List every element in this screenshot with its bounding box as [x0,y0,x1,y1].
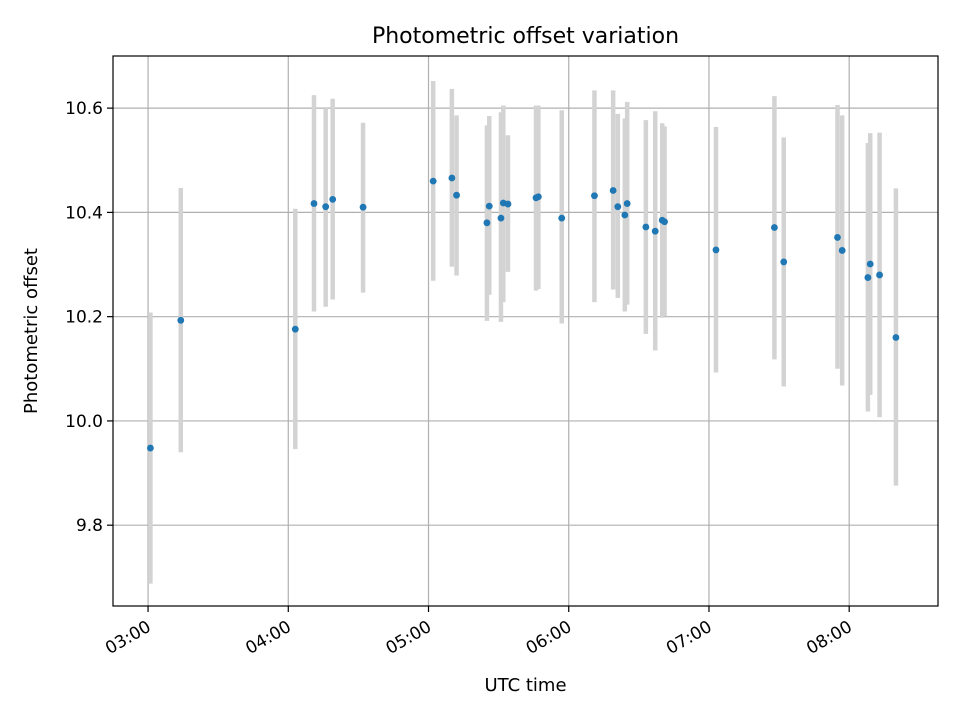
data-point [322,203,330,211]
data-point [614,203,622,211]
data-point [621,211,629,219]
data-point [534,193,542,201]
data-point [448,174,456,182]
y-tick-label: 9.8 [76,516,103,536]
data-point [712,246,720,254]
y-tick-label: 10.6 [65,99,103,119]
data-point [651,227,659,235]
data-point [497,214,505,222]
data-points [146,174,900,452]
data-point [892,334,900,341]
y-axis-label: Photometric offset [21,248,42,414]
data-point [558,214,566,222]
data-point [864,274,872,281]
data-point [866,260,874,268]
data-point [834,234,841,241]
data-point [146,444,154,452]
data-point [780,258,788,266]
data-point [609,187,617,194]
data-point [661,218,668,226]
axes-frame [112,55,939,607]
data-point [771,224,778,231]
data-point [838,247,846,254]
data-point [310,200,318,207]
y-axis-ticks: 9.8 10.0 10.2 10.4 10.6 [65,99,113,536]
data-point [483,219,491,227]
data-point [591,192,598,200]
y-tick-label: 10.4 [65,203,103,223]
data-point [359,203,367,211]
x-axis-label: UTC time [484,675,566,696]
data-point [876,271,883,279]
y-tick-label: 10.2 [65,308,103,328]
data-point [453,191,460,199]
data-point [329,195,337,203]
data-point [177,316,185,324]
chart-title: Photometric offset variation [372,24,679,49]
data-point [642,223,650,231]
data-point [504,200,512,208]
data-point [429,177,437,185]
data-point [623,200,631,207]
data-point [485,202,493,210]
grid-lines [113,56,938,606]
data-point [291,325,299,333]
y-tick-label: 10.0 [65,412,103,432]
